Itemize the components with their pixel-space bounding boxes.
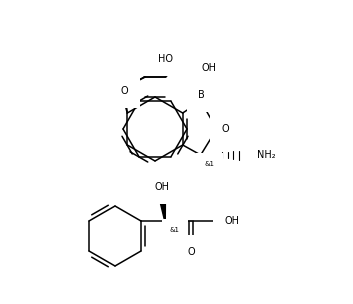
Text: &1: &1 xyxy=(170,227,180,233)
Text: O: O xyxy=(119,84,127,94)
Text: O: O xyxy=(187,247,195,257)
Text: B: B xyxy=(198,90,205,100)
Text: O: O xyxy=(222,124,229,134)
Text: OH: OH xyxy=(225,216,240,226)
Text: HO: HO xyxy=(158,54,173,64)
Text: &1: &1 xyxy=(205,161,215,167)
Text: OH: OH xyxy=(201,63,216,73)
Text: OH: OH xyxy=(155,182,169,192)
Text: O: O xyxy=(120,86,128,96)
Polygon shape xyxy=(158,195,166,221)
Text: NH₂: NH₂ xyxy=(257,150,275,160)
